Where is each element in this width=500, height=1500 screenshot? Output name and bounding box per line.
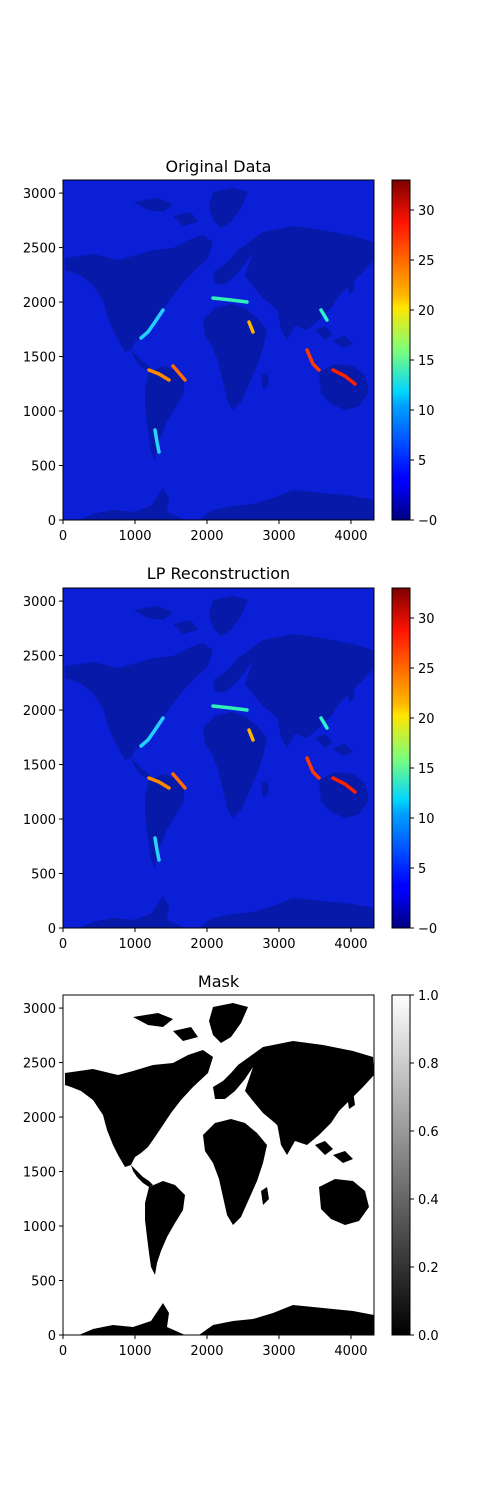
y-tick-label: 3000 bbox=[23, 595, 56, 610]
y-tick-label: 0 bbox=[48, 1329, 56, 1344]
coastal-highlight bbox=[139, 308, 165, 340]
coastal-highlight bbox=[319, 716, 329, 730]
y-tick-label: 2500 bbox=[23, 1057, 56, 1072]
colorbar-frame bbox=[391, 179, 411, 521]
x-tick-label: 3000 bbox=[262, 1344, 295, 1359]
axes-frame bbox=[62, 179, 375, 521]
y-tick-label: 500 bbox=[31, 460, 56, 475]
coastal-highlight bbox=[147, 776, 171, 790]
y-tick-label: 3000 bbox=[23, 187, 56, 202]
x-tick-label: 1000 bbox=[118, 529, 151, 544]
y-tick-label: 500 bbox=[31, 868, 56, 883]
y-tick-label: 1000 bbox=[23, 813, 56, 828]
colorbar-tick-label: 20 bbox=[418, 304, 435, 319]
x-tick-label: 4000 bbox=[334, 529, 367, 544]
y-tick-label: 0 bbox=[48, 922, 56, 937]
coastal-highlight bbox=[153, 836, 161, 862]
x-tick-label: 0 bbox=[59, 937, 67, 952]
coastal-highlight bbox=[247, 320, 255, 334]
panel-1: Original Data 0 1000 2000 3000 4000 0 500 1000 15… bbox=[23, 157, 437, 544]
heatmap-image bbox=[65, 596, 374, 928]
colorbar-tick-label: 5 bbox=[418, 862, 426, 877]
colorbar-tick-label: 5 bbox=[418, 454, 426, 469]
coastal-highlight bbox=[331, 776, 357, 794]
y-tick-label: 500 bbox=[31, 1275, 56, 1290]
chart-title: LP Reconstruction bbox=[147, 564, 290, 583]
panel-3: Mask 0 1000 2000 3000 4000 0 500 1000 1500 2000 250… bbox=[23, 972, 439, 1359]
x-tick-label: 0 bbox=[59, 529, 67, 544]
colorbar bbox=[392, 180, 410, 520]
colorbar-tick-label: 0.8 bbox=[418, 1057, 439, 1072]
y-tick-label: 2000 bbox=[23, 296, 56, 311]
x-tick-label: 2000 bbox=[190, 1344, 223, 1359]
colorbar-tick-label: 0.0 bbox=[418, 1329, 439, 1344]
coastal-highlight bbox=[139, 716, 165, 748]
y-tick-label: 1000 bbox=[23, 405, 56, 420]
colorbar-tick-label: 1.0 bbox=[418, 989, 439, 1004]
colorbar-tick-label: 0.4 bbox=[418, 1193, 439, 1208]
colorbar-tick-label: 10 bbox=[418, 812, 435, 827]
y-tick-label: 1000 bbox=[23, 1220, 56, 1235]
colorbar-tick-label: 0.6 bbox=[418, 1125, 439, 1140]
y-tick-label: 1500 bbox=[23, 1166, 56, 1181]
colorbar-tick-label: 30 bbox=[418, 612, 435, 627]
coastal-highlight bbox=[211, 704, 249, 712]
chart-title: Mask bbox=[198, 972, 240, 991]
coastal-highlight bbox=[305, 756, 321, 780]
colorbar-frame bbox=[391, 587, 411, 929]
coastal-highlight bbox=[171, 364, 187, 382]
colorbar-tick-label: 20 bbox=[418, 712, 435, 727]
axes-frame bbox=[62, 994, 375, 1336]
x-tick-label: 1000 bbox=[118, 937, 151, 952]
coastal-highlight bbox=[319, 308, 329, 322]
coastal-highlight bbox=[305, 348, 321, 372]
chart-title: Original Data bbox=[166, 157, 272, 176]
colorbar-tick-label: 25 bbox=[418, 254, 435, 269]
coastal-highlight bbox=[153, 428, 161, 454]
x-tick-label: 0 bbox=[59, 1344, 67, 1359]
heatmap-image bbox=[65, 188, 374, 520]
y-tick-label: 2500 bbox=[23, 650, 56, 665]
colorbar bbox=[392, 588, 410, 928]
x-tick-label: 3000 bbox=[262, 937, 295, 952]
x-tick-label: 1000 bbox=[118, 1344, 151, 1359]
y-tick-label: 1500 bbox=[23, 351, 56, 366]
x-tick-label: 4000 bbox=[334, 937, 367, 952]
colorbar-tick-label: 10 bbox=[418, 404, 435, 419]
coastal-highlight bbox=[247, 728, 255, 742]
x-tick-label: 4000 bbox=[334, 1344, 367, 1359]
panel-2: LP Reconstruction 0 1000 2000 3000 4000 0 500 10… bbox=[23, 564, 437, 952]
colorbar-tick-label: 0.2 bbox=[418, 1261, 439, 1276]
colorbar-tick-label: 30 bbox=[418, 204, 435, 219]
y-tick-label: 3000 bbox=[23, 1002, 56, 1017]
y-tick-label: 2500 bbox=[23, 242, 56, 257]
y-tick-label: 2000 bbox=[23, 1111, 56, 1126]
x-tick-label: 3000 bbox=[262, 529, 295, 544]
colorbar-tick-label: 15 bbox=[418, 354, 435, 369]
axes-frame bbox=[62, 587, 375, 929]
coastal-highlight bbox=[171, 772, 187, 790]
x-tick-label: 2000 bbox=[190, 529, 223, 544]
colorbar-tick-label: −0 bbox=[418, 514, 437, 529]
colorbar-tick-label: 15 bbox=[418, 762, 435, 777]
colorbar bbox=[392, 995, 410, 1335]
colorbar-frame bbox=[391, 994, 411, 1336]
colorbar-tick-label: −0 bbox=[418, 922, 437, 937]
y-tick-label: 0 bbox=[48, 514, 56, 529]
coastal-highlight bbox=[211, 296, 249, 304]
y-tick-label: 2000 bbox=[23, 704, 56, 719]
coastal-highlight bbox=[331, 368, 357, 386]
colorbar-tick-label: 25 bbox=[418, 662, 435, 677]
y-tick-label: 1500 bbox=[23, 759, 56, 774]
coastal-highlight bbox=[147, 368, 171, 382]
x-tick-label: 2000 bbox=[190, 937, 223, 952]
